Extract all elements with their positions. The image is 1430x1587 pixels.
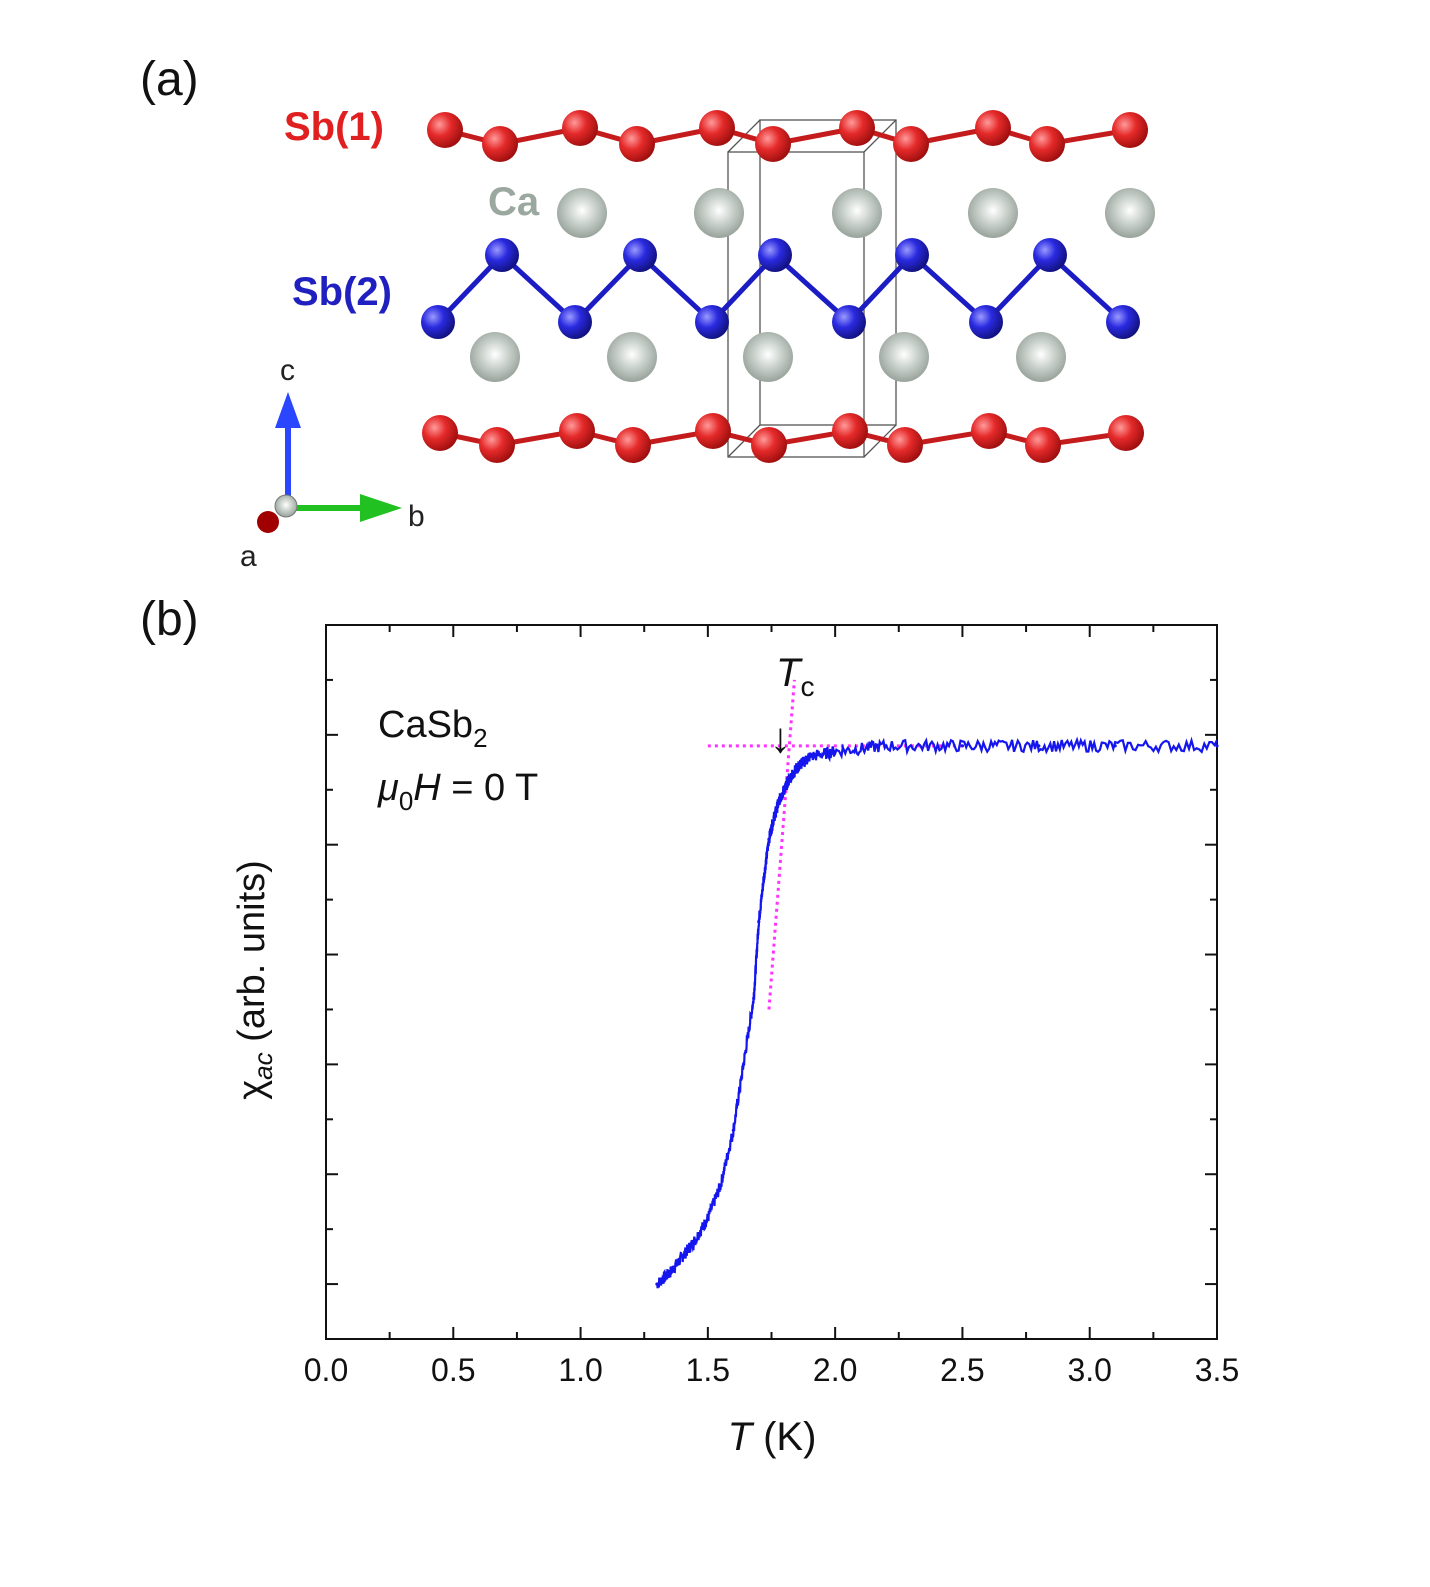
chi-ac-data-point <box>777 799 781 803</box>
axis-b-label: b <box>408 500 425 533</box>
x-tick-label: 0.0 <box>304 1352 348 1388</box>
crystal-structure: Sb(1) Ca Sb(2) c b a <box>240 105 1155 573</box>
axes-indicator: c b a <box>240 354 425 573</box>
x-tick-label: 1.0 <box>558 1352 602 1388</box>
axis-a-label: a <box>240 540 257 573</box>
chi-ac-data-point <box>680 1255 685 1259</box>
chi-ac-series-line <box>655 736 1218 1289</box>
chi-ac-data-point <box>1037 744 1041 748</box>
chi-ac-data-point <box>772 815 776 819</box>
sb2-label: Sb(2) <box>292 270 392 314</box>
sb1-bottom-chain <box>422 413 1144 463</box>
chi-ac-data-point <box>757 919 761 924</box>
ca-upper <box>557 188 1155 238</box>
y-axis-title: χac (arb. units) <box>231 860 278 1100</box>
x-tick-label: 3.0 <box>1067 1352 1111 1388</box>
chi-ac-data-point <box>1113 744 1117 748</box>
chi-ac-data-point <box>655 1282 659 1286</box>
sb1-top-chain <box>427 110 1148 162</box>
x-tick-label: 0.5 <box>431 1352 475 1388</box>
chi-ac-data-point <box>782 788 786 792</box>
slope-guide-line <box>767 679 796 1010</box>
chi-ac-data-point <box>731 1128 735 1132</box>
compound-annotation: CaSb2 <box>378 704 488 753</box>
sb1-label: Sb(1) <box>284 105 384 149</box>
chi-ac-data-point <box>1215 744 1219 748</box>
chi-ac-data-point <box>795 766 799 770</box>
chi-ac-data-point <box>693 1238 697 1242</box>
x-tick-label: 1.5 <box>686 1352 730 1388</box>
sb2-chain <box>421 238 1140 339</box>
chi-ac-data-point <box>668 1271 672 1275</box>
chi-ac-data-point <box>884 744 888 748</box>
panel-b-label: (b) <box>140 593 199 646</box>
ca-label: Ca <box>488 180 540 224</box>
tc-arrow: ↓ <box>770 714 791 761</box>
axis-c-label: c <box>280 354 295 387</box>
chi-ac-data-point <box>706 1216 710 1220</box>
x-tick-label: 3.5 <box>1195 1352 1239 1388</box>
ca-lower <box>470 332 1066 382</box>
chi-ac-data-point <box>741 1062 746 1066</box>
chi-ac-data-point <box>808 755 812 759</box>
x-tick-label: 2.0 <box>813 1352 857 1388</box>
chi-ac-data-point <box>960 744 965 748</box>
chi-ac-data-point <box>752 996 756 1001</box>
x-tick-label: 2.5 <box>940 1352 984 1388</box>
x-axis-title: T (K) <box>728 1415 817 1459</box>
tc-label: Tc <box>776 651 814 702</box>
chi-ac-data-point <box>833 749 837 753</box>
chi-ac-data-point <box>767 837 771 841</box>
field-annotation: μ0H = 0 T <box>377 767 538 816</box>
chi-ac-data-point <box>787 777 791 781</box>
chi-ac-data-point <box>718 1183 723 1187</box>
chi-vs-temperature-chart: 0.0 0.5 1.0 1.5 2.0 2.5 3.0 3.5 CaSb2 μ0H = 0 T… <box>231 624 1239 1459</box>
chi-ac-data-point <box>762 876 766 880</box>
panel-a-label: (a) <box>140 53 199 106</box>
